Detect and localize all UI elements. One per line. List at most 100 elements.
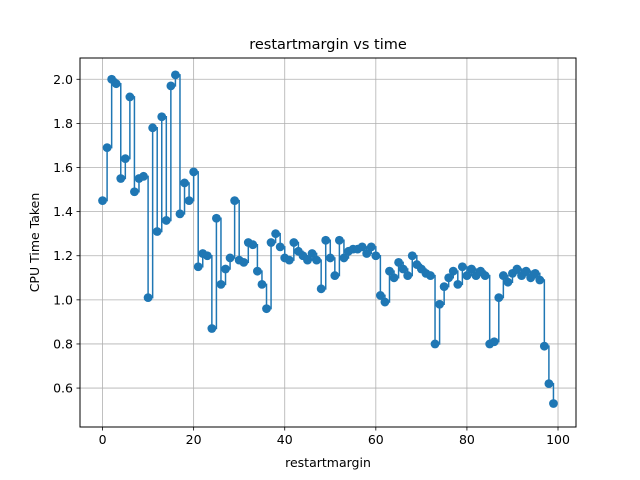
x-axis-label: restartmargin (285, 455, 371, 470)
data-point (303, 255, 312, 265)
data-point (530, 268, 540, 278)
data-point (503, 277, 513, 287)
data-point (139, 171, 148, 181)
y-tick-label: 1.4 (53, 204, 73, 219)
data-point (407, 251, 417, 261)
y-tick-label: 1.6 (53, 160, 73, 175)
y-tick-label: 0.8 (53, 336, 73, 351)
data-point (380, 297, 390, 307)
data-point (257, 280, 267, 289)
data-point (175, 209, 185, 219)
data-point (467, 264, 476, 274)
data-point (444, 273, 454, 283)
data-point (166, 81, 176, 91)
data-point (248, 240, 258, 250)
data-point (498, 271, 508, 280)
data-point (161, 216, 171, 225)
data-point (184, 196, 194, 205)
y-tick-label: 2.0 (53, 72, 73, 87)
data-point (435, 299, 444, 309)
data-point (312, 255, 322, 265)
data-point (362, 249, 372, 258)
data-point (539, 341, 549, 351)
x-tick-label: 0 (99, 432, 107, 447)
data-point (521, 266, 531, 276)
data-point (152, 227, 162, 236)
data-point (180, 178, 189, 188)
data-point (189, 167, 199, 177)
data-point (398, 264, 408, 274)
data-point (216, 280, 226, 289)
ticks: 0 20 40 60 80 100 0.6 0.8 1.0 1.2 1.4 1.6 1.8 2.0 (53, 72, 570, 447)
data-point (171, 70, 180, 80)
data-point (284, 255, 294, 265)
data-point (321, 235, 331, 245)
data-point (307, 249, 317, 258)
x-tick-label: 100 (546, 432, 570, 447)
data-point (330, 271, 340, 280)
data-point (157, 112, 167, 122)
data-point (193, 262, 203, 272)
data-point (448, 266, 458, 276)
data-point (325, 253, 335, 263)
data-point (366, 242, 376, 252)
data-point (371, 251, 381, 261)
data-point (289, 238, 299, 247)
data-point (271, 229, 281, 239)
y-axis-label: CPU Time Taken (27, 193, 42, 293)
data-point (221, 264, 230, 274)
data-point (430, 339, 440, 349)
data-point (439, 282, 449, 292)
x-tick-label: 20 (186, 432, 202, 447)
y-tick-label: 1.0 (53, 292, 73, 307)
y-tick-label: 1.2 (53, 248, 73, 263)
data-point (462, 271, 472, 280)
chart-title: restartmargin vs time (249, 37, 407, 53)
data-point (239, 257, 249, 267)
data-point (266, 238, 276, 247)
data-point (275, 242, 285, 252)
data-point (120, 154, 130, 164)
x-tick-label: 40 (277, 432, 293, 447)
data-point (262, 304, 271, 314)
data-point (375, 291, 385, 300)
x-tick-label: 60 (368, 432, 384, 447)
x-tick-label: 80 (459, 432, 475, 447)
data-point (389, 273, 399, 283)
data-point (385, 266, 394, 276)
data-point (143, 293, 153, 303)
data-point (148, 123, 158, 133)
data-point (535, 275, 545, 285)
data-point (357, 242, 367, 252)
grid (80, 58, 576, 427)
data-point (544, 379, 554, 389)
data-point (212, 213, 221, 223)
data-point (512, 264, 522, 274)
data-point (111, 79, 121, 89)
plot-frame (79, 57, 577, 428)
data-point (253, 266, 262, 276)
data-point (394, 257, 403, 267)
data-point (549, 399, 558, 408)
data-point (116, 174, 126, 183)
data-point (453, 280, 463, 289)
series-layer (98, 70, 558, 408)
data-point (480, 271, 490, 280)
data-point (489, 337, 499, 347)
y-tick-label: 0.6 (53, 381, 73, 396)
data-point (98, 196, 107, 205)
y-tick-label: 1.8 (53, 116, 73, 131)
data-point (225, 253, 235, 263)
data-point (457, 262, 467, 272)
data-point (339, 253, 349, 263)
data-point (102, 143, 112, 153)
data-point (494, 293, 504, 303)
data-point (130, 187, 139, 197)
data-point (202, 251, 212, 261)
data-point (426, 271, 435, 280)
data-point (230, 196, 240, 205)
data-point (125, 92, 135, 102)
data-point (334, 235, 344, 245)
